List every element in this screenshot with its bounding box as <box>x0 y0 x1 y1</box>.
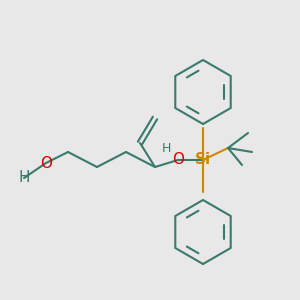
Text: O: O <box>172 152 184 167</box>
Text: H: H <box>18 170 30 185</box>
Text: H: H <box>161 142 171 154</box>
Text: Si: Si <box>195 152 211 167</box>
Text: O: O <box>40 155 52 170</box>
